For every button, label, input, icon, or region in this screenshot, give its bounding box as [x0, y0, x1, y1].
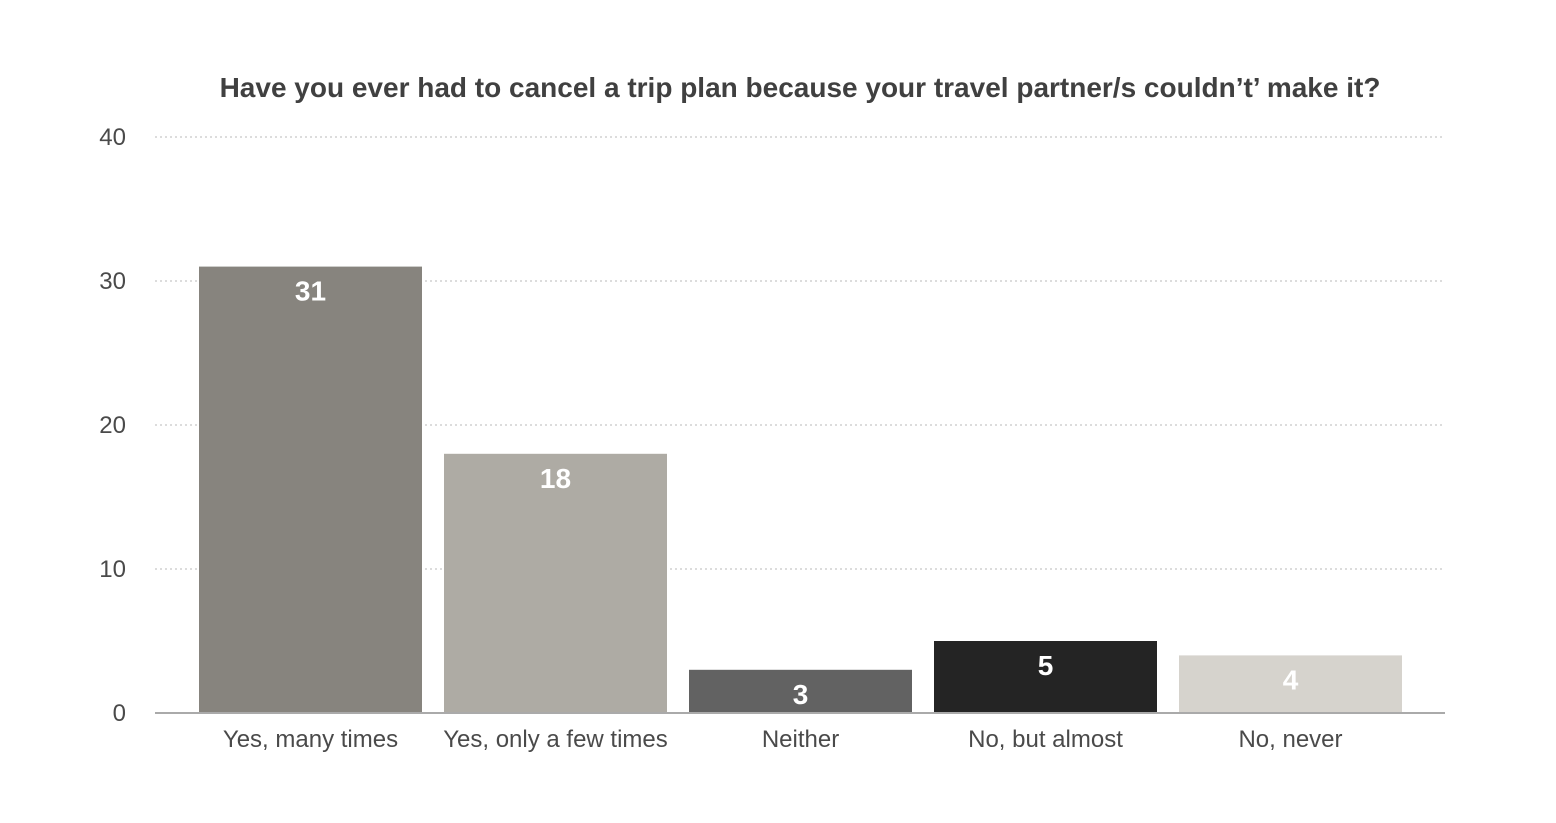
- bar-data-labels: 31 18 3 5 4: [295, 276, 1299, 710]
- y-tick-label: 20: [99, 412, 126, 439]
- x-tick-label: No, never: [1238, 726, 1342, 753]
- y-tick-label: 10: [99, 556, 126, 583]
- y-tick-label: 0: [113, 700, 126, 727]
- x-tick-label: Yes, many times: [223, 726, 398, 753]
- bar-yes-only-a-few-times: [444, 453, 667, 713]
- y-tick-label: 40: [99, 124, 126, 151]
- bar-data-label: 18: [540, 463, 571, 494]
- y-tick-label: 30: [99, 268, 126, 295]
- x-tick-label: No, but almost: [968, 726, 1123, 753]
- y-axis-ticks: 0 10 20 30 40: [99, 124, 126, 727]
- bar-data-label: 4: [1283, 664, 1299, 695]
- chart-title: Have you ever had to cancel a trip plan …: [219, 72, 1381, 103]
- x-tick-label: Neither: [762, 726, 839, 753]
- bar-no-but-almost: [934, 641, 1157, 713]
- bar-neither: [689, 669, 912, 713]
- x-tick-label: Yes, only a few times: [443, 726, 668, 753]
- bar-data-label: 5: [1038, 650, 1054, 681]
- bars: [199, 266, 1402, 713]
- bar-no-never: [1179, 655, 1402, 713]
- bar-data-label: 31: [295, 276, 326, 307]
- bar-data-label: 3: [793, 679, 809, 710]
- x-axis-ticks: Yes, many times Yes, only a few times Neit…: [223, 726, 1343, 753]
- bar-yes-many-times: [199, 266, 422, 713]
